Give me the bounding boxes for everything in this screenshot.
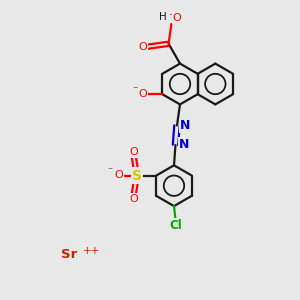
Text: S: S: [132, 169, 142, 182]
Text: O: O: [172, 13, 182, 23]
Text: O: O: [115, 170, 123, 181]
Text: ⁻: ⁻: [132, 85, 137, 96]
Text: N: N: [179, 138, 189, 152]
Text: ⁻: ⁻: [107, 166, 112, 176]
Text: ·: ·: [169, 9, 173, 22]
Text: O: O: [139, 89, 147, 99]
Text: O: O: [130, 194, 138, 204]
Text: H: H: [159, 12, 167, 22]
Text: N: N: [180, 119, 190, 132]
Text: Cl: Cl: [169, 219, 182, 232]
Text: Sr: Sr: [61, 248, 77, 262]
Text: O: O: [139, 42, 148, 52]
Text: ++: ++: [83, 245, 100, 256]
Text: O: O: [130, 147, 138, 157]
